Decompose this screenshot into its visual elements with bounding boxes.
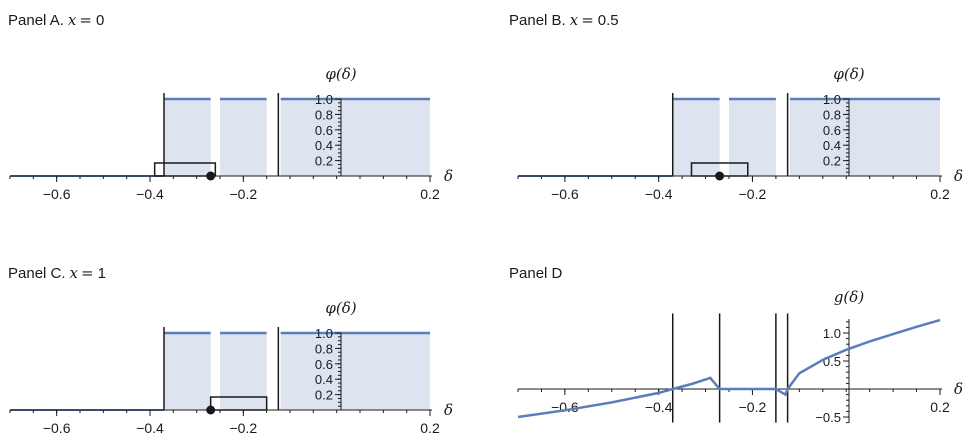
x-tick-label: 0.2 — [420, 420, 440, 436]
shaded-region-0 — [164, 333, 211, 410]
x-tick-label: −0.2 — [739, 399, 767, 415]
y-axis-label: φ(δ) — [833, 65, 864, 83]
x-tick-label: 0.2 — [420, 186, 440, 202]
panel-a: Panel A. x = 0 −0.6 −0.4 −0.2 0.2δ0.20.40.60.8… — [8, 11, 453, 202]
delta-point — [715, 171, 725, 181]
y-axis-label: φ(δ) — [325, 65, 356, 83]
g-curve-0 — [517, 318, 941, 419]
shaded-region-2 — [280, 333, 430, 410]
y-tick-label: 0.2 — [315, 388, 333, 403]
panel-d-title: Panel D — [509, 265, 563, 282]
x-tick-label: −0.4 — [136, 420, 164, 436]
x-axis-label: δ — [954, 380, 963, 398]
panel-c: Panel C. x = 1 −0.6 −0.4 −0.2 0.2δ0.20.40.60.8… — [8, 264, 453, 436]
y-tick-label: 1.0 — [315, 92, 333, 107]
x-axis-label: δ — [954, 167, 963, 185]
y-tick-label: 0.6 — [315, 123, 333, 138]
y-tick-label: 0.4 — [315, 372, 333, 387]
shaded-region-1 — [220, 333, 267, 410]
delta-point — [206, 171, 216, 181]
y-tick-label: 1.0 — [823, 92, 841, 107]
y-tick-label: 0.2 — [823, 154, 841, 169]
y-tick-label: −0.5 — [815, 410, 841, 425]
shaded-region-2 — [789, 99, 940, 176]
shaded-region-0 — [672, 99, 720, 176]
x-tick-label: −0.2 — [739, 186, 767, 202]
y-tick-label: 0.6 — [823, 123, 841, 138]
shaded-region-2 — [280, 99, 430, 176]
panel-b: Panel B. x = 0.5 −0.6 −0.4 −0.2 0.2δ0.20.40.60… — [509, 11, 963, 202]
x-tick-label: −0.6 — [551, 186, 579, 202]
y-tick-label: 1.0 — [823, 326, 841, 341]
y-tick-label: 0.8 — [315, 341, 333, 356]
delta-point — [206, 405, 216, 415]
x-tick-label: −0.4 — [645, 186, 673, 202]
panel-b-title: Panel B. x = 0.5 — [509, 11, 619, 29]
x-tick-label: −0.4 — [136, 186, 164, 202]
y-tick-label: 0.4 — [823, 138, 841, 153]
shaded-region-1 — [220, 99, 267, 176]
x-tick-label: 0.2 — [930, 399, 950, 415]
x-tick-label: −0.2 — [230, 420, 258, 436]
panel-a-title: Panel A. x = 0 — [8, 11, 104, 29]
y-axis-label: φ(δ) — [325, 299, 356, 317]
y-tick-label: 0.4 — [315, 138, 333, 153]
panel-d: Panel D −0.6 −0.4 −0.2 0.2δ−0.50.51.0g(δ) — [509, 265, 963, 425]
x-axis-label: δ — [444, 401, 453, 419]
x-tick-label: −0.4 — [645, 399, 673, 415]
window-box — [209, 396, 268, 411]
y-tick-label: 0.6 — [315, 357, 333, 372]
y-tick-label: 0.8 — [823, 107, 841, 122]
y-tick-label: 1.0 — [315, 326, 333, 341]
y-axis-label: g(δ) — [834, 288, 864, 306]
window-box — [153, 162, 217, 177]
shaded-region-1 — [729, 99, 776, 176]
x-tick-label: 0.2 — [930, 186, 950, 202]
shaded-region-0 — [164, 99, 211, 176]
x-axis-label: δ — [444, 167, 453, 185]
x-tick-label: −0.2 — [230, 186, 258, 202]
panel-c-title: Panel C. x = 1 — [8, 264, 106, 282]
x-tick-label: −0.6 — [43, 420, 71, 436]
y-tick-label: 0.2 — [315, 154, 333, 169]
x-tick-label: −0.6 — [43, 186, 71, 202]
y-tick-label: 0.8 — [315, 107, 333, 122]
